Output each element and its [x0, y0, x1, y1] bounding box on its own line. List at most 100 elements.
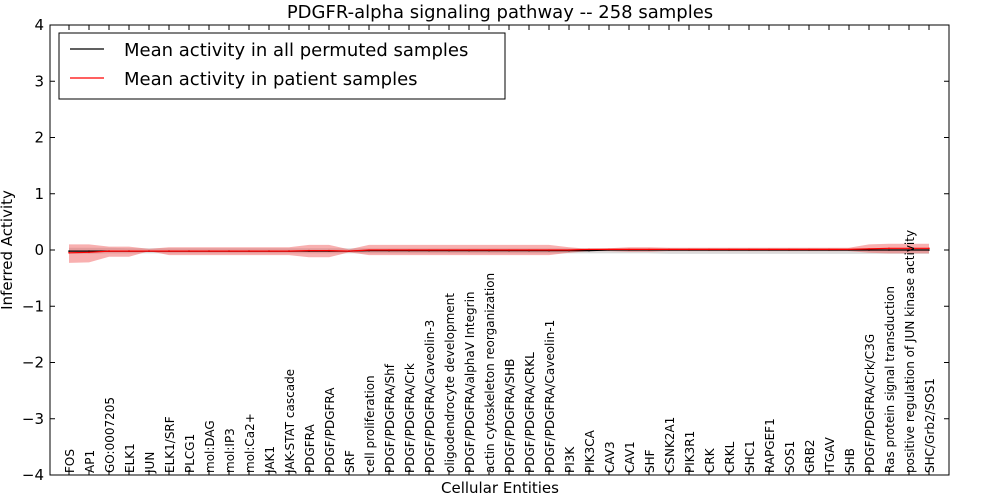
data-point — [588, 248, 590, 251]
data-point — [468, 249, 470, 251]
x-tick-label: SOS1 — [783, 441, 797, 473]
data-point — [648, 248, 650, 251]
y-tick-label: −2 — [22, 354, 44, 372]
x-axis-label: Cellular Entities — [441, 479, 559, 497]
data-point — [288, 250, 290, 252]
data-point — [388, 249, 390, 251]
data-point — [328, 249, 330, 252]
data-point — [168, 250, 170, 252]
x-tick-label: PI3K — [563, 446, 577, 473]
x-tick-label: GRB2 — [803, 439, 817, 473]
y-tick-label: −3 — [22, 410, 44, 428]
data-point — [308, 249, 310, 252]
x-tick-label: CRK — [703, 447, 717, 473]
x-tick-label: SHF — [643, 449, 657, 473]
x-tick-label: PDGF/PDGFRA/CRKL — [523, 352, 537, 473]
data-point — [248, 250, 250, 252]
legend-label-permuted: Mean activity in all permuted samples — [124, 40, 468, 61]
x-tick-label: Ras protein signal transduction — [883, 286, 897, 473]
x-tick-label: JAK1 — [263, 446, 277, 474]
data-point — [868, 249, 870, 251]
x-tick-label: positive regulation of JUN kinase activi… — [903, 230, 917, 473]
y-tick-label: 0 — [34, 241, 44, 259]
x-tick-label: mol:IP3 — [223, 428, 237, 473]
data-point — [208, 250, 210, 252]
data-point — [788, 248, 790, 251]
data-point — [88, 251, 90, 254]
data-point — [848, 248, 850, 251]
x-tick-label: CSNK2A1 — [663, 417, 677, 473]
x-tick-label: PDGF/PDGFRA/SHB — [503, 359, 517, 473]
data-point — [88, 250, 90, 252]
x-tick-label: mol:Ca2+ — [243, 413, 257, 473]
x-tick-label: CRKL — [723, 441, 737, 473]
data-point — [908, 247, 910, 250]
x-tick-label: AP1 — [83, 450, 97, 473]
data-point — [448, 249, 450, 251]
data-point — [148, 250, 150, 252]
x-tick-label: GO:0007205 — [103, 397, 117, 473]
data-point — [928, 249, 930, 251]
y-tick-label: 1 — [34, 185, 44, 203]
x-tick-label: PIK3CA — [583, 429, 597, 473]
x-tick-label: FOS — [63, 449, 77, 473]
data-point — [568, 249, 570, 251]
y-tick-label: 4 — [34, 16, 44, 34]
x-tick-label: PDGF/PDGFRA/Caveolin-1 — [543, 320, 557, 473]
x-tick-label: PDGF/PDGFRA/Caveolin-3 — [423, 320, 437, 473]
data-point — [628, 248, 630, 251]
x-tick-label: SHC1 — [743, 440, 757, 473]
data-point — [508, 249, 510, 251]
legend-label-patient: Mean activity in patient samples — [124, 69, 418, 90]
data-point — [668, 248, 670, 251]
x-tick-label: PDGF/PDGFRA/Crk — [403, 363, 417, 473]
chart-title: PDGFR-alpha signaling pathway -- 258 sam… — [287, 2, 713, 23]
x-tick-label: PDGF/PDGFRA/Shf — [383, 363, 397, 473]
legend-box — [58, 32, 506, 100]
x-tick-label: CAV1 — [623, 441, 637, 473]
data-point — [188, 250, 190, 252]
series-band-1 — [69, 243, 929, 263]
data-point — [888, 247, 890, 250]
data-point — [728, 248, 730, 251]
data-point — [608, 248, 610, 251]
data-point — [928, 247, 930, 250]
data-point — [748, 248, 750, 251]
x-tick-label: SHB — [843, 448, 857, 473]
data-point — [268, 250, 270, 252]
data-point — [488, 249, 490, 251]
data-point — [588, 249, 590, 252]
data-point — [868, 248, 870, 250]
x-tick-label: cell proliferation — [363, 375, 377, 473]
data-point — [708, 248, 710, 251]
x-tick-label: ITGAV — [823, 436, 837, 473]
x-tick-label: actin cytoskeleton reorganization — [483, 273, 497, 473]
x-tick-label: JUN — [143, 452, 157, 474]
data-point — [68, 250, 70, 252]
legend: Mean activity in all permuted samples Me… — [58, 32, 506, 100]
y-tick-label: 2 — [34, 129, 44, 147]
y-axis-label: Inferred Activity — [0, 190, 16, 310]
data-point — [528, 249, 530, 251]
y-tick-label: −4 — [22, 466, 44, 484]
series-line-1 — [68, 247, 929, 254]
data-point — [808, 248, 810, 251]
x-tick-label: mol:DAG — [203, 420, 217, 473]
x-tick-label: PDGF/PDGFRA — [323, 387, 337, 473]
x-tick-label: PDGF/PDGFRA/Crk/C3G — [863, 334, 877, 473]
data-point — [428, 249, 430, 251]
data-point — [888, 249, 890, 251]
data-point — [368, 249, 370, 251]
data-point — [128, 250, 130, 252]
data-point — [548, 249, 550, 251]
data-point — [828, 248, 830, 251]
data-point — [908, 249, 910, 251]
x-tick-label: ELK1/SRF — [163, 416, 177, 473]
x-tick-label: CAV3 — [603, 441, 617, 473]
x-tick-label: SRF — [343, 450, 357, 473]
x-tick-label: SHC/Grb2/SOS1 — [923, 378, 937, 473]
data-point — [348, 250, 350, 252]
x-tick-label: RAPGEF1 — [763, 418, 777, 473]
data-point — [408, 249, 410, 251]
